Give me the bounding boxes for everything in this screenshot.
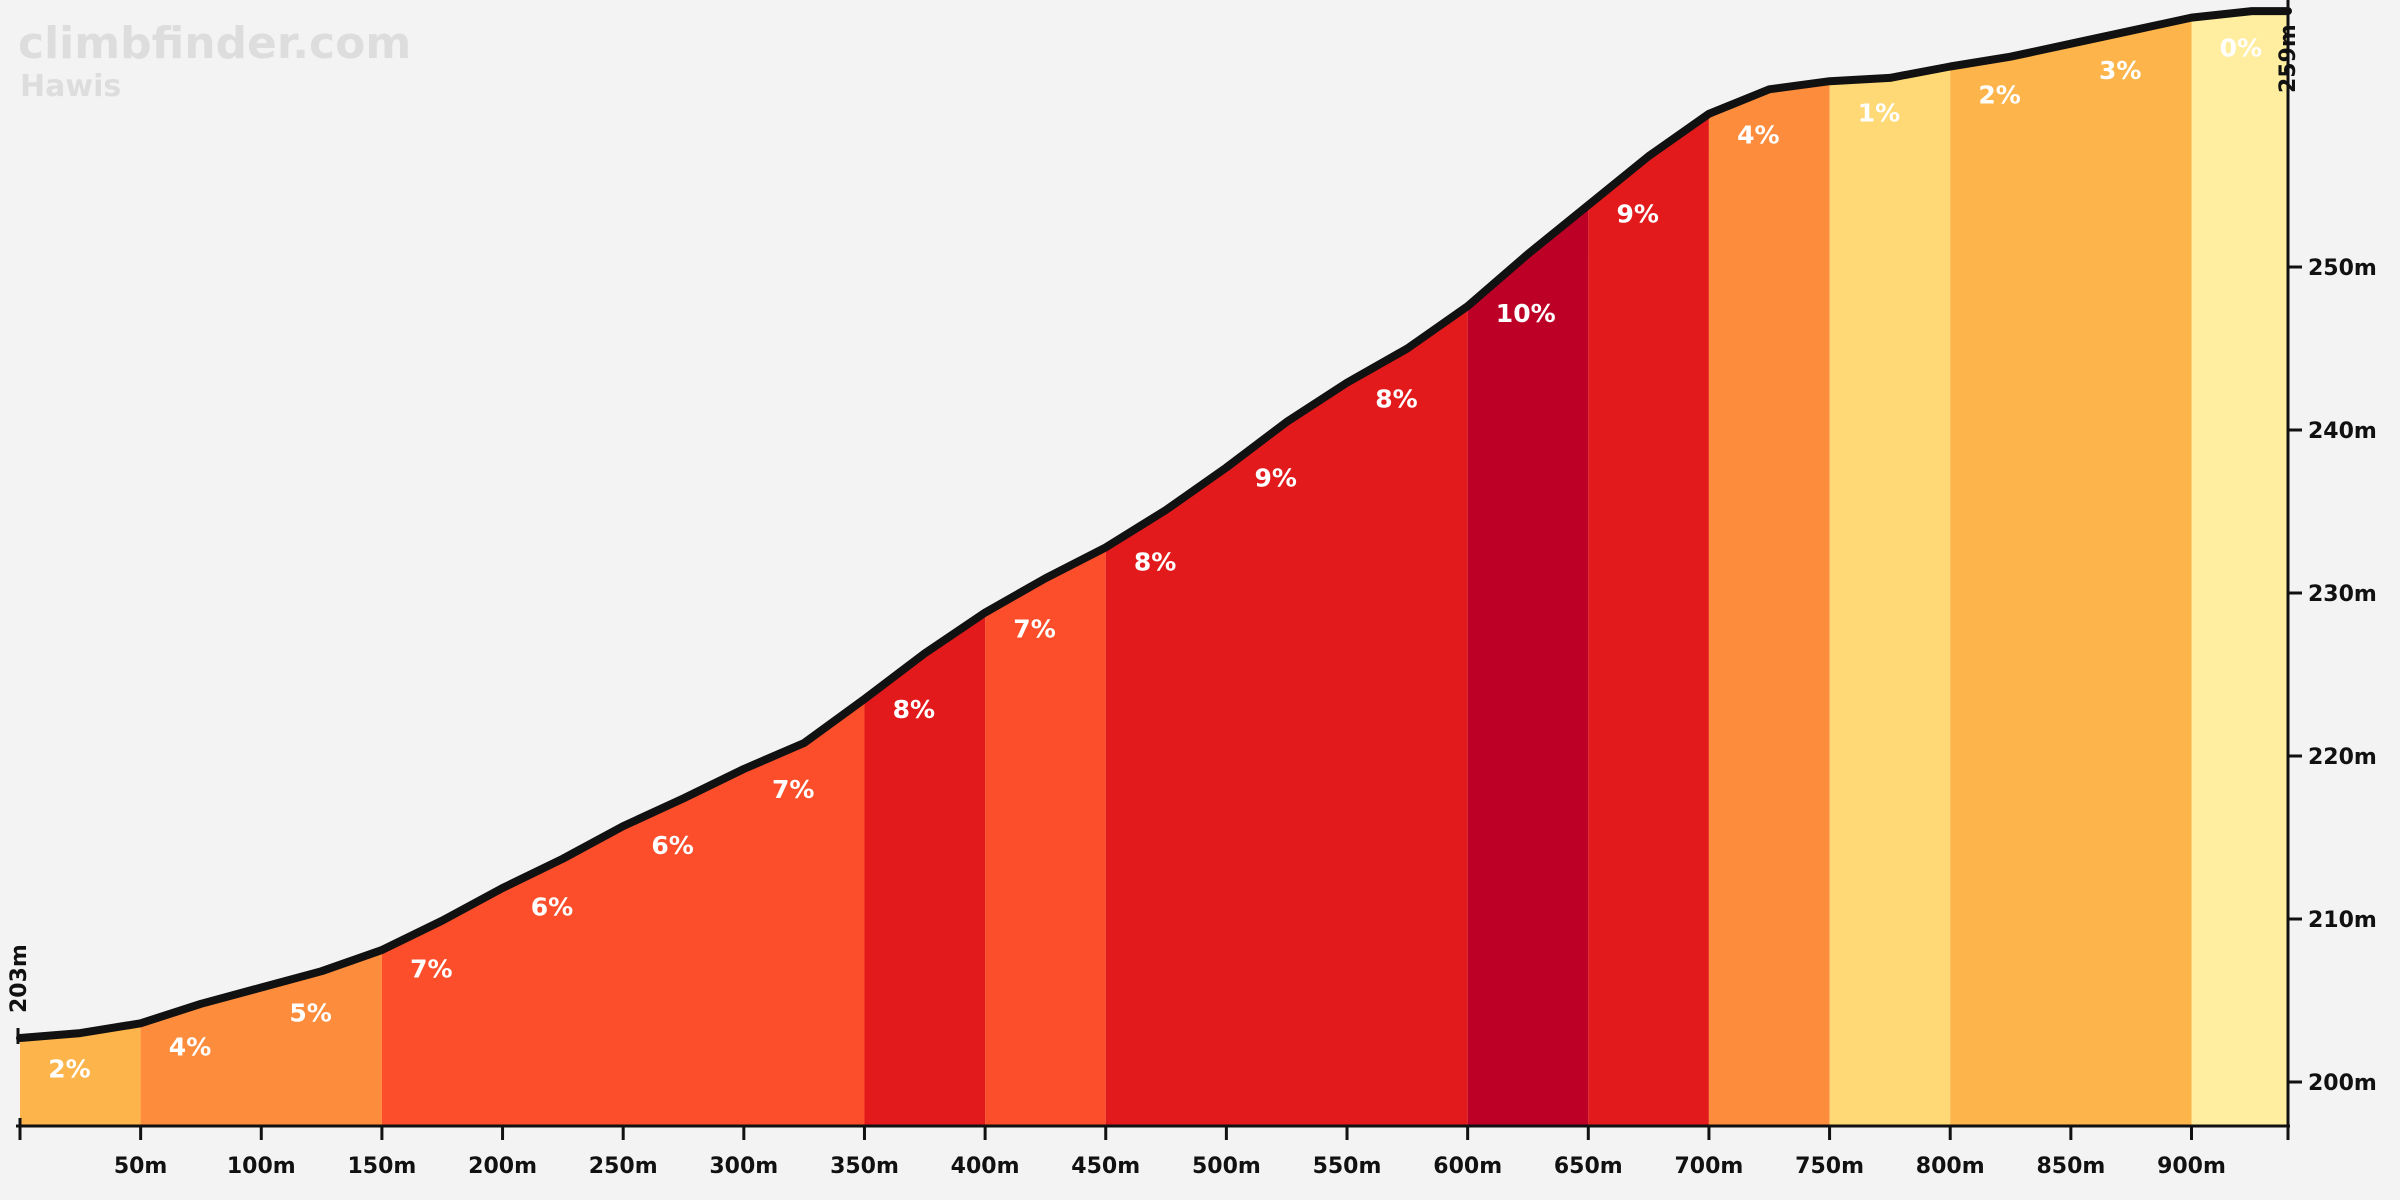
grade-label-0: 2% bbox=[48, 1055, 90, 1084]
grade-segment-11 bbox=[2191, 11, 2288, 1127]
x-tick-label-650: 650m bbox=[1554, 1154, 1623, 1179]
grade-segment-9 bbox=[1829, 66, 1951, 1126]
x-tick-label-550: 550m bbox=[1313, 1154, 1382, 1179]
grade-label-1: 4% bbox=[169, 1033, 211, 1062]
grade-label-15: 1% bbox=[1858, 99, 1900, 128]
brand-site: climbfinder.com bbox=[18, 18, 411, 69]
brand-climb-name: Hawis bbox=[20, 69, 121, 104]
x-tick-label-300: 300m bbox=[709, 1154, 778, 1179]
axes: 50m 100m 150m 200m 250m 300m 350m 400m 450m 500m 5… bbox=[16, 0, 2377, 1179]
grade-segment-3 bbox=[864, 612, 986, 1126]
grade-label-11: 8% bbox=[1375, 385, 1417, 414]
x-tick-label-50: 50m bbox=[114, 1154, 168, 1179]
x-tick-label-800: 800m bbox=[1916, 1154, 1985, 1179]
x-tick-label-150: 150m bbox=[347, 1154, 416, 1179]
y-tick-label-250: 250m bbox=[2308, 256, 2377, 281]
grade-segment-2 bbox=[381, 699, 865, 1126]
y-tick-label-220: 220m bbox=[2308, 745, 2377, 770]
x-tick-label-750: 750m bbox=[1795, 1154, 1864, 1179]
grade-segment-1 bbox=[140, 950, 382, 1126]
x-tick-label-250: 250m bbox=[589, 1154, 658, 1179]
grade-label-17: 3% bbox=[2099, 56, 2141, 85]
grade-labels: 2% 4% 5% 7% 6% 6% 7% 8% 7% 8% 9% 8% 10% 9% 4% 1% 2% 3% 0% bbox=[48, 33, 2262, 1083]
grade-label-14: 4% bbox=[1737, 121, 1779, 150]
grade-segment-6 bbox=[1467, 205, 1589, 1127]
grade-label-16: 2% bbox=[1978, 81, 2020, 110]
grade-segment-5 bbox=[1105, 306, 1468, 1127]
profile-line bbox=[16, 7, 2292, 1042]
y-tick-label-210: 210m bbox=[2308, 908, 2377, 933]
x-tick-label-200: 200m bbox=[468, 1154, 537, 1179]
y-tick-label-200: 200m bbox=[2308, 1071, 2377, 1096]
grade-label-7: 8% bbox=[893, 695, 935, 724]
x-tick-label-600: 600m bbox=[1433, 1154, 1502, 1179]
grade-label-9: 8% bbox=[1134, 548, 1176, 577]
x-tick-label-100: 100m bbox=[227, 1154, 296, 1179]
grade-label-5: 6% bbox=[651, 831, 693, 860]
grade-label-6: 7% bbox=[772, 775, 814, 804]
grade-label-3: 7% bbox=[410, 954, 452, 983]
grade-segment-7 bbox=[1588, 113, 1709, 1127]
grade-segment-8 bbox=[1708, 81, 1830, 1127]
grade-segments bbox=[20, 11, 2288, 1127]
grade-label-4: 6% bbox=[531, 892, 573, 921]
grade-label-13: 9% bbox=[1617, 200, 1659, 229]
grade-label-18: 0% bbox=[2220, 33, 2262, 62]
x-tick-label-850: 850m bbox=[2036, 1154, 2105, 1179]
grade-segment-4 bbox=[985, 547, 1106, 1126]
x-tick-label-400: 400m bbox=[951, 1154, 1020, 1179]
x-tick-label-700: 700m bbox=[1674, 1154, 1743, 1179]
grade-label-10: 9% bbox=[1255, 464, 1297, 493]
grade-segment-10 bbox=[1950, 17, 2192, 1127]
profile-line-layer bbox=[16, 7, 2292, 1042]
x-tick-label-450: 450m bbox=[1071, 1154, 1140, 1179]
end-elevation-label: 259m bbox=[2276, 24, 2301, 93]
y-tick-label-230: 230m bbox=[2308, 582, 2377, 607]
grade-segment-0 bbox=[20, 1023, 141, 1126]
x-tick-label-900: 900m bbox=[2157, 1154, 2226, 1179]
x-tick-label-350: 350m bbox=[830, 1154, 899, 1179]
grade-label-12: 10% bbox=[1496, 299, 1556, 328]
y-tick-label-240: 240m bbox=[2308, 419, 2377, 444]
grade-label-2: 5% bbox=[289, 998, 331, 1027]
x-tick-label-500: 500m bbox=[1192, 1154, 1261, 1179]
grade-label-8: 7% bbox=[1013, 614, 1055, 643]
start-elevation-label: 203m bbox=[7, 944, 32, 1013]
